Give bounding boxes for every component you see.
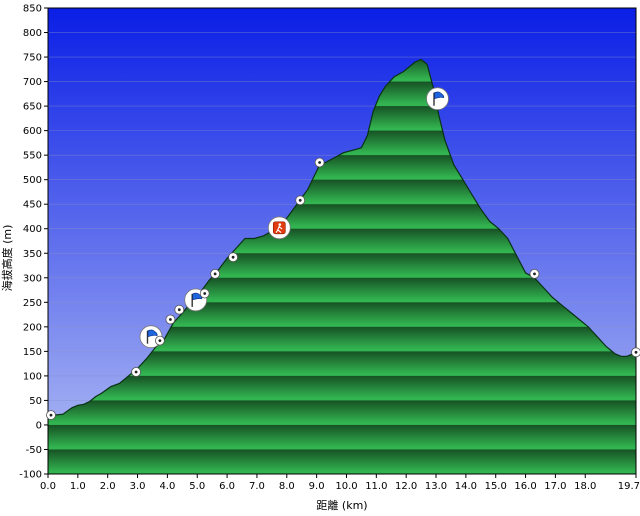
y-tick-label-11: 450 xyxy=(23,200,42,211)
y-tick-label-8: 300 xyxy=(23,273,42,284)
x-tick-label-18: 18.0 xyxy=(574,481,596,492)
y-tick-label-12: 500 xyxy=(23,175,42,186)
waypoint-dot-icon xyxy=(46,410,56,421)
x-tick-label-3: 3.0 xyxy=(130,481,146,492)
x-tick-label-9: 9.0 xyxy=(309,481,325,492)
waypoint-dot-icon xyxy=(210,268,221,279)
waypoint-dot-icon xyxy=(314,157,325,168)
y-tick-label-1: -50 xyxy=(26,445,42,456)
x-tick-label-1: 1.0 xyxy=(70,481,86,492)
blue-flag-icon xyxy=(426,87,449,111)
y-tick-label-13: 550 xyxy=(23,151,42,162)
y-tick-label-9: 350 xyxy=(23,249,42,260)
y-axis-title: 海拔高度 (m) xyxy=(0,225,14,292)
x-tick-label-2: 2.0 xyxy=(100,481,116,492)
waypoint-dot-icon xyxy=(631,347,640,358)
y-tick-label-14: 600 xyxy=(23,126,42,137)
y-tick-label-2: 0 xyxy=(36,420,42,431)
waypoint-dot-icon xyxy=(295,195,306,206)
plot-frame xyxy=(47,7,637,475)
x-tick-label-10: 10.0 xyxy=(335,481,357,492)
waypoint-dot-icon xyxy=(174,304,185,315)
y-tick-label-4: 100 xyxy=(23,371,42,382)
waypoint-dot-icon xyxy=(228,252,239,263)
y-axis: -100 -50 0 50 100 150 200 250 300 350 400 450 500 550… xyxy=(19,4,48,481)
elevation-area xyxy=(48,59,636,474)
y-tick-label-3: 50 xyxy=(29,396,42,407)
y-tick-label-10: 400 xyxy=(23,224,42,235)
x-axis-title: 距離 (km) xyxy=(316,498,367,512)
y-tick-label-5: 150 xyxy=(23,347,42,358)
x-tick-label-13: 13.0 xyxy=(425,481,447,492)
x-tick-label-14: 14.0 xyxy=(455,481,477,492)
x-tick-label-8: 8.0 xyxy=(279,481,295,492)
x-tick-label-6: 6.0 xyxy=(219,481,235,492)
y-tick-label-16: 700 xyxy=(23,77,42,88)
y-tick-label-0: -100 xyxy=(19,470,42,481)
x-tick-label-16: 16.0 xyxy=(514,481,536,492)
x-tick-label-11: 11.0 xyxy=(365,481,387,492)
waypoint-dot-icon xyxy=(199,288,210,299)
y-tick-label-18: 800 xyxy=(23,28,42,39)
waypoint-dot-icon xyxy=(154,335,165,346)
x-tick-label-15: 15.0 xyxy=(485,481,507,492)
red-hiker-icon xyxy=(267,216,291,240)
waypoint-dot-icon xyxy=(131,367,142,377)
x-tick-label-12: 12.0 xyxy=(395,481,417,492)
x-tick-label-17: 17.0 xyxy=(544,481,566,492)
x-tick-label-5: 5.0 xyxy=(189,481,205,492)
waypoint-markers xyxy=(46,87,640,421)
x-tick-label-19: 19.7 xyxy=(618,481,640,492)
x-axis: 0.0 1.0 2.0 3.0 4.0 5.0 6.0 7.0 8.0 9.0 10.0 11.0 12… xyxy=(40,474,640,492)
waypoint-dot-icon xyxy=(165,314,176,325)
x-tick-label-4: 4.0 xyxy=(159,481,175,492)
y-tick-label-17: 750 xyxy=(23,53,42,64)
waypoint-dot-icon xyxy=(529,268,540,279)
y-tick-label-7: 250 xyxy=(23,298,42,309)
x-tick-label-0: 0.0 xyxy=(40,481,56,492)
y-tick-label-6: 200 xyxy=(23,322,42,333)
y-tick-label-19: 850 xyxy=(23,4,42,15)
x-tick-label-7: 7.0 xyxy=(249,481,265,492)
y-tick-label-15: 650 xyxy=(23,102,42,113)
